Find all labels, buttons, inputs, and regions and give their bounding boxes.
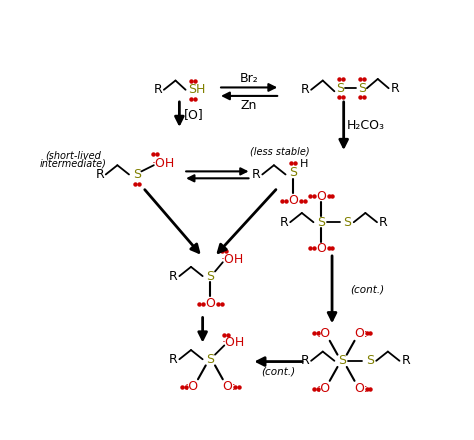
Text: O: O <box>316 242 326 255</box>
Text: intermediate): intermediate) <box>40 159 107 169</box>
Text: Br₂: Br₂ <box>240 73 258 85</box>
Text: S: S <box>358 82 366 95</box>
Text: O:: O: <box>354 382 368 395</box>
Text: S: S <box>133 168 141 181</box>
Text: H: H <box>300 159 309 169</box>
Text: R: R <box>280 216 288 229</box>
Text: R: R <box>96 168 105 181</box>
Text: (less stable): (less stable) <box>250 147 310 156</box>
Text: H₂CO₃: H₂CO₃ <box>346 119 384 132</box>
Text: O:: O: <box>354 326 368 340</box>
Text: R: R <box>379 216 388 229</box>
Text: Zn: Zn <box>241 99 257 112</box>
Text: S: S <box>289 166 297 180</box>
Text: R: R <box>391 82 399 95</box>
Text: R: R <box>301 354 310 367</box>
Text: R: R <box>169 270 178 282</box>
Text: O:: O: <box>222 381 236 393</box>
Text: O: O <box>316 190 326 202</box>
Text: R: R <box>169 353 178 366</box>
Text: (cont.): (cont.) <box>351 285 385 295</box>
Text: S: S <box>338 354 346 367</box>
Text: :O: :O <box>317 326 330 340</box>
Text: R: R <box>252 168 261 181</box>
Text: R: R <box>301 83 310 96</box>
Text: (short-lived: (short-lived <box>45 150 101 160</box>
Text: S: S <box>317 216 325 229</box>
Text: S: S <box>206 353 214 366</box>
Text: ·OH: ·OH <box>220 253 244 266</box>
Text: S: S <box>206 270 214 282</box>
Text: R: R <box>153 83 162 96</box>
Text: O: O <box>288 194 298 207</box>
Text: S: S <box>337 82 345 95</box>
Text: ·OH: ·OH <box>222 336 245 349</box>
Text: [O]: [O] <box>183 108 203 121</box>
Text: (cont.): (cont.) <box>261 367 295 377</box>
Text: O: O <box>205 297 215 310</box>
Text: :O: :O <box>317 382 330 395</box>
Text: S: S <box>344 216 352 229</box>
Text: :O: :O <box>185 381 199 393</box>
Text: SH: SH <box>188 83 205 96</box>
Text: S: S <box>366 354 374 367</box>
Text: ·OH: ·OH <box>152 157 175 170</box>
Text: R: R <box>401 354 410 367</box>
